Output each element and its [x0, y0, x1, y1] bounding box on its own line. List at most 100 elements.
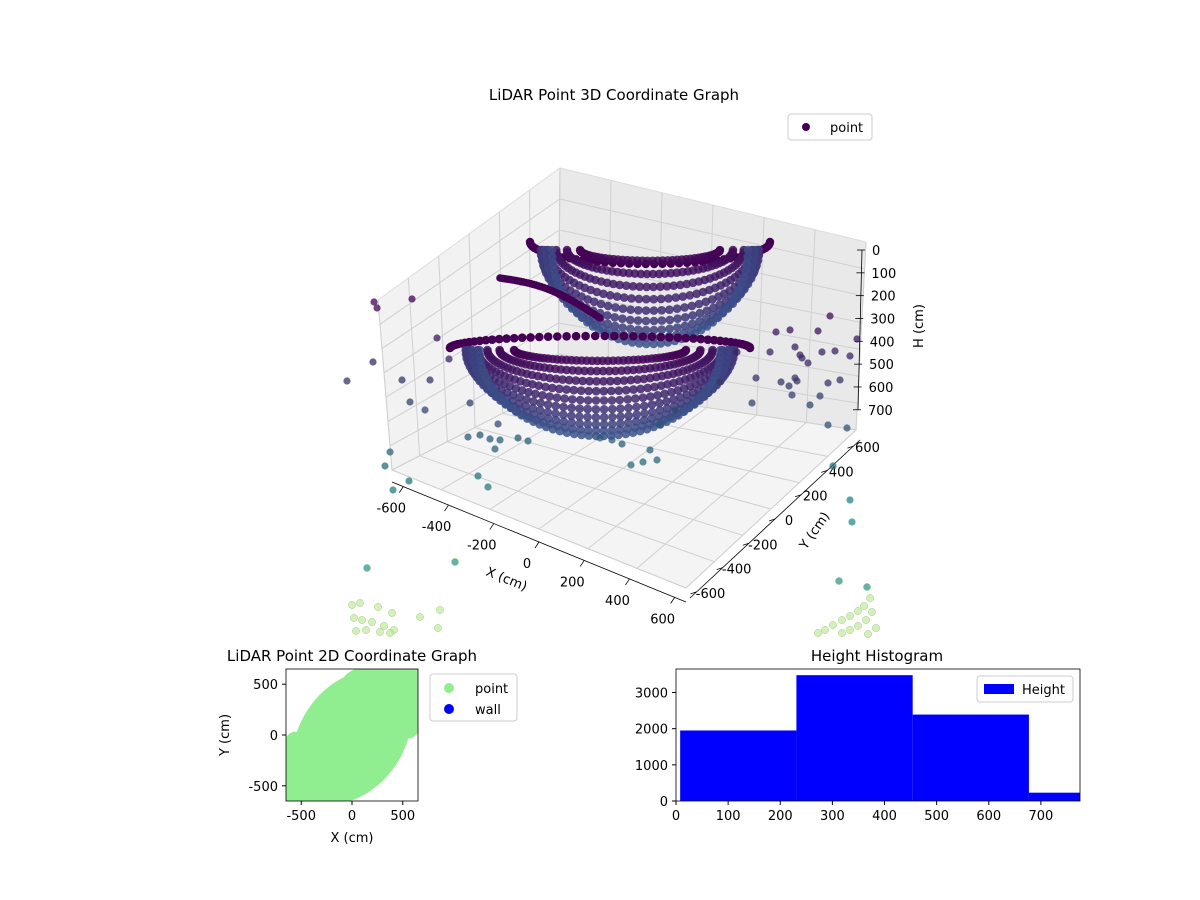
x-tick-label-hist: 600 [976, 809, 1001, 824]
outlier-point [451, 558, 459, 566]
legend-histogram-swatch [984, 684, 1014, 694]
data-point [619, 331, 629, 341]
x-tick-label-hist: 500 [924, 809, 949, 824]
data-point [688, 311, 697, 320]
data-point [553, 332, 562, 341]
data-point [562, 332, 571, 341]
data-point [635, 282, 644, 292]
outlier-point [854, 622, 862, 630]
outlier-point [838, 629, 846, 637]
data-point [607, 419, 617, 429]
data-point [599, 413, 609, 422]
data-point [643, 383, 652, 393]
data-point [616, 404, 625, 413]
outlier-point [408, 295, 416, 303]
data-point [665, 315, 675, 325]
y-tick-label: -400 [722, 563, 752, 578]
data-point [681, 333, 691, 343]
outlier-point [835, 577, 843, 585]
data-point [571, 376, 581, 385]
histogram-title: Height Histogram [811, 647, 943, 665]
x-tick-label: 600 [650, 612, 675, 627]
outlier-point [389, 486, 397, 494]
data-point [619, 293, 629, 302]
data-point [673, 386, 683, 395]
data-point [555, 384, 564, 394]
data-point [612, 292, 622, 301]
data-point [743, 252, 752, 262]
plot-area-2d [286, 669, 418, 801]
outlier-point [848, 518, 856, 526]
data-point [581, 331, 590, 341]
data-point [649, 306, 659, 315]
x-tick-mark [534, 541, 540, 549]
outlier-point [524, 437, 532, 445]
data-point [749, 252, 759, 261]
data-point [542, 258, 551, 268]
outlier-point [496, 436, 504, 444]
data-point [525, 237, 535, 247]
grid-line [685, 429, 857, 589]
legend-3d: point [787, 113, 873, 141]
y-tick-label: 0 [785, 514, 793, 529]
data-point [657, 316, 667, 325]
data-point [663, 380, 672, 389]
x-tick-label-2d: 0 [348, 809, 356, 824]
outlier-point [398, 376, 406, 384]
legend-histogram-box [976, 675, 1074, 703]
data-point [701, 297, 711, 307]
data-point [494, 334, 504, 344]
legend-3d-label: point [830, 121, 863, 136]
outlier-point [804, 359, 812, 367]
data-point [531, 389, 540, 399]
z-tick-label: 700 [868, 404, 893, 419]
data-point [650, 382, 659, 392]
point-blob [342, 669, 418, 701]
outlier-point [864, 630, 872, 638]
data-point [708, 295, 717, 304]
data-point [569, 429, 579, 439]
data-point [541, 252, 551, 261]
outlier-point [374, 603, 382, 611]
y-axis-label-3d: Y (cm) [796, 509, 833, 553]
outlier-point [445, 355, 453, 363]
y-tick-label-2d: 0 [270, 729, 278, 744]
data-point [567, 403, 576, 413]
x-tick-label-hist: 300 [820, 809, 845, 824]
data-point [605, 291, 615, 300]
histogram-bar [1028, 792, 1080, 801]
data-point [622, 281, 631, 291]
data-point [591, 405, 601, 414]
outlier-point [831, 347, 839, 355]
z-tick-label: 300 [870, 312, 895, 327]
y-tick-label-2d: 500 [253, 678, 278, 693]
data-point [639, 374, 649, 384]
y-axis-label-2d: Y (cm) [218, 714, 233, 757]
data-point [641, 306, 651, 315]
data-point [628, 282, 638, 291]
outlier-point [872, 624, 880, 632]
outlier-point [818, 348, 826, 356]
outlier-point [381, 462, 389, 470]
data-point [558, 375, 567, 384]
x-tick-mark [398, 486, 404, 493]
outlier-point [363, 564, 371, 572]
data-point [538, 391, 547, 400]
z-tick-label: 600 [869, 381, 894, 396]
data-point [627, 294, 636, 303]
outlier-point [821, 626, 829, 634]
outlier-point [853, 335, 861, 343]
data-point [483, 345, 492, 355]
data-point [615, 280, 624, 290]
data-point [598, 366, 608, 376]
data-point [657, 325, 667, 335]
data-point [640, 401, 649, 411]
data-point [576, 386, 586, 396]
x-tick-label: 400 [605, 594, 630, 609]
data-point [633, 316, 643, 325]
data-point [548, 424, 558, 434]
data-point [638, 393, 648, 403]
x-axis-label-2d: X (cm) [331, 831, 374, 846]
